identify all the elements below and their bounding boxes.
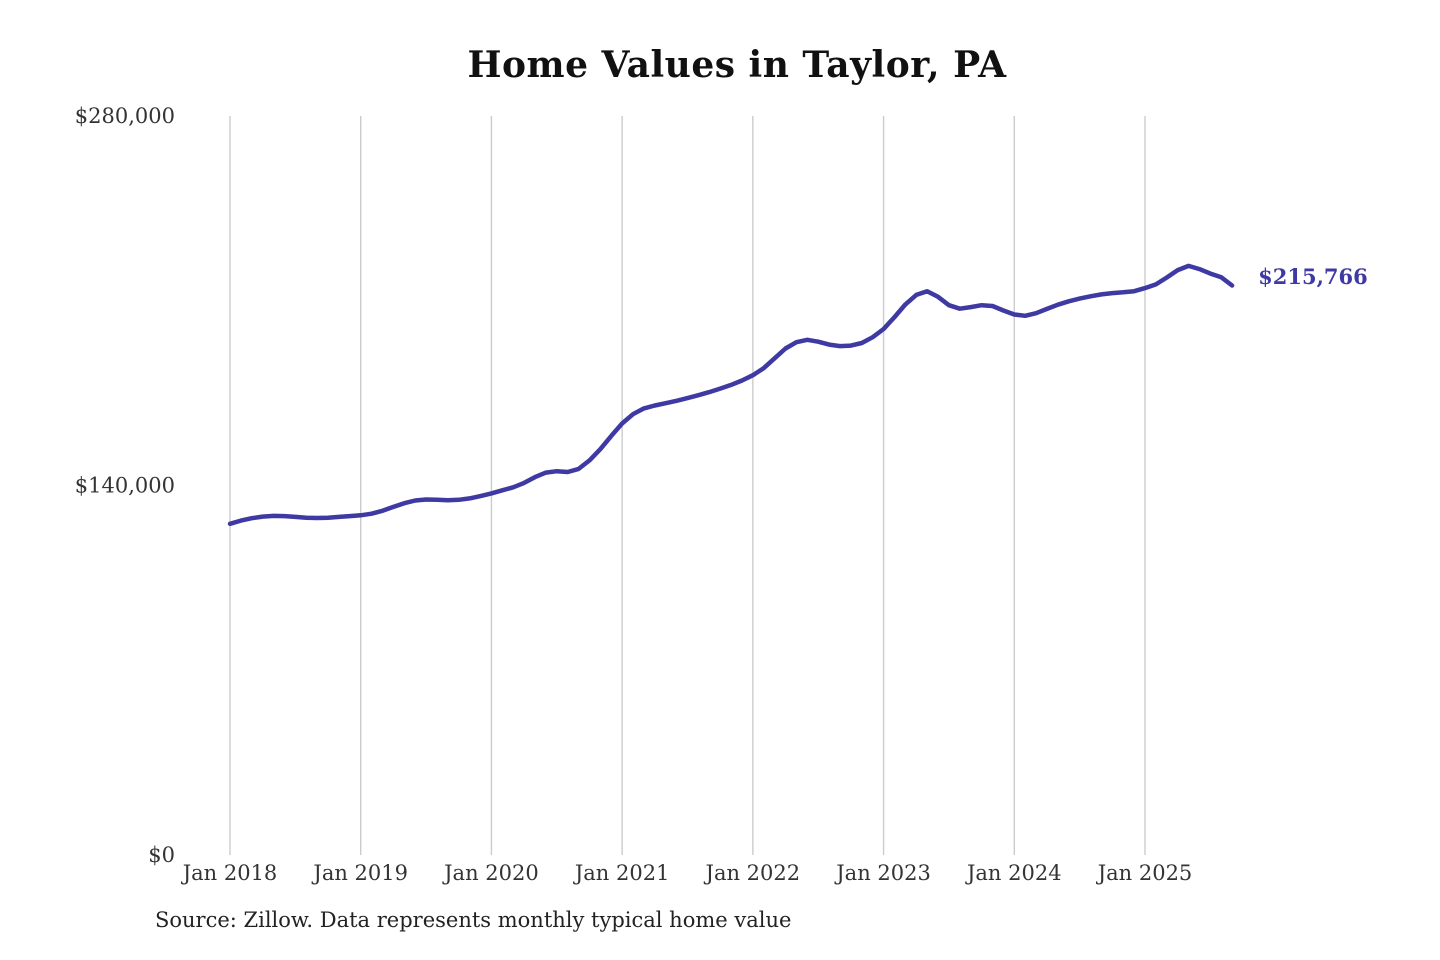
x-axis-tick-label: Jan 2019 [311,861,408,885]
y-axis-tick-label: $0 [148,843,175,867]
x-axis-tick-label: Jan 2024 [965,861,1062,885]
x-axis-tick-label: Jan 2020 [442,861,539,885]
y-axis-tick-label: $140,000 [75,474,175,498]
x-axis-tick-label: Jan 2018 [181,861,278,885]
y-axis-tick-label: $280,000 [75,104,175,128]
x-axis-tick-label: Jan 2021 [573,861,670,885]
end-value-label: $215,766 [1258,263,1368,289]
chart-title: Home Values in Taylor, PA [467,44,1007,86]
x-axis-tick-label: Jan 2023 [834,861,931,885]
x-axis-tick-label: Jan 2022 [704,861,801,885]
x-axis-tick-label: Jan 2025 [1096,861,1193,885]
source-note: Source: Zillow. Data represents monthly … [155,908,792,932]
home-value-line [227,263,1235,527]
